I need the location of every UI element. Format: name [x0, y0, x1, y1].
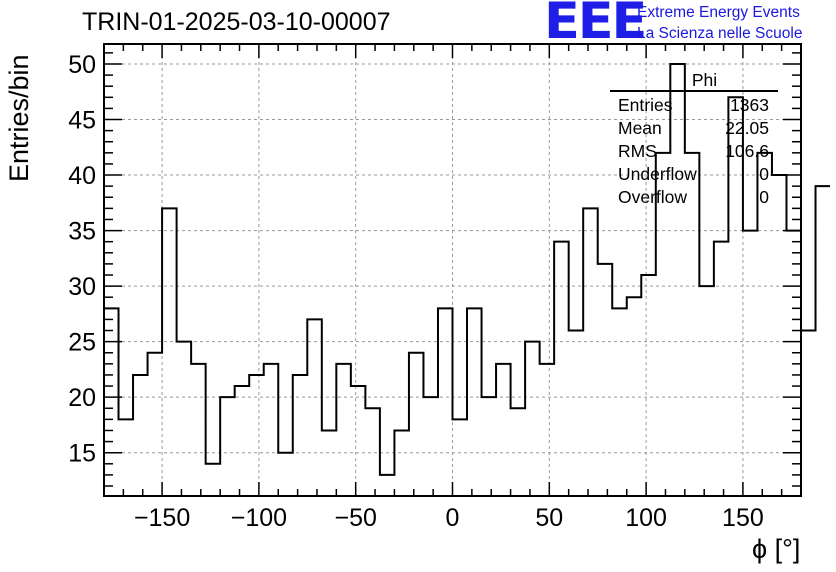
histogram-bin [249, 375, 264, 496]
brand-line-2: La Scienza nelle Scuole [637, 25, 803, 42]
histogram-bin [438, 308, 453, 496]
histogram-bin [612, 308, 627, 496]
y-tick-label: 45 [68, 107, 96, 135]
stats-label: RMS [618, 141, 657, 161]
histogram-bin [191, 364, 206, 496]
histogram-bin [351, 386, 366, 496]
histogram-bin [569, 331, 584, 496]
y-tick-label: 15 [68, 440, 96, 468]
histogram-bin [293, 375, 308, 496]
stats-divider [610, 90, 778, 92]
stats-label: Overflow [618, 187, 688, 207]
histogram-bin [394, 430, 409, 496]
brand-line-1: Extreme Energy Events [637, 4, 800, 21]
histogram-bin [177, 342, 192, 496]
stats-label: Entries [618, 95, 673, 115]
stats-label: Underflow [618, 164, 697, 184]
x-tick-label: −150 [134, 504, 190, 532]
axis-ticks [103, 44, 802, 496]
stats-row: Entries 1363 [612, 94, 777, 117]
y-tick-label: 20 [68, 384, 96, 412]
y-tick-labels: 15 20 25 30 35 40 45 50 [68, 51, 96, 468]
histogram-bin [264, 364, 279, 496]
plot-frame [103, 43, 802, 497]
y-axis-label: Entries/bin [4, 54, 34, 182]
y-tick-label: 35 [68, 218, 96, 246]
histogram-bin [278, 453, 293, 496]
histogram-bin [540, 364, 555, 496]
histogram-bin [235, 386, 250, 496]
eee-logo: EEE [544, 0, 647, 50]
x-tick-label: 0 [446, 504, 460, 532]
histogram-bin [409, 353, 424, 496]
stats-row: RMS 106.6 [612, 140, 777, 163]
stats-box: Phi Entries 1363 Mean 22.05 RMS 106.6 Underflo… [610, 70, 778, 209]
histogram-bin [772, 175, 787, 496]
histogram-bin [307, 319, 322, 496]
histogram-bin [714, 242, 729, 496]
histogram-bin [336, 364, 351, 496]
histogram-bin [365, 408, 380, 496]
histogram-bin [699, 286, 714, 496]
histogram-outline [104, 62, 831, 476]
stats-value: 0 [759, 164, 769, 184]
stats-value: 1363 [730, 95, 769, 115]
stats-row: Overflow 0 [612, 186, 777, 209]
y-tick-label: 30 [68, 273, 96, 301]
histogram-bin [554, 242, 569, 496]
stats-row: Underflow 0 [612, 163, 777, 186]
x-tick-label: −50 [334, 504, 376, 532]
y-tick-label: 25 [68, 329, 96, 357]
histogram-bin [206, 464, 221, 496]
histogram-bin [119, 419, 134, 496]
histogram-bin [133, 375, 148, 496]
histogram-bin [322, 430, 337, 496]
histogram-bin [627, 297, 642, 496]
histogram-bin [525, 342, 540, 496]
x-tick-label: 100 [625, 504, 667, 532]
stats-value: 0 [759, 187, 769, 207]
histogram-bin [467, 308, 482, 496]
histogram-bin [220, 397, 235, 496]
stats-label: Mean [618, 118, 662, 138]
histogram-bin [801, 331, 816, 496]
run-title: TRIN-01-2025-03-10-00007 [82, 8, 391, 36]
stats-value: 106.6 [725, 141, 769, 161]
stats-value: 22.05 [725, 118, 769, 138]
y-tick-label: 50 [68, 51, 96, 79]
histogram-bin [482, 397, 497, 496]
x-tick-labels: −150 −100 −50 0 50 100 150 [134, 504, 764, 532]
x-tick-label: 50 [535, 504, 563, 532]
histogram-bin [511, 408, 526, 496]
x-tick-label: 150 [722, 504, 764, 532]
histogram-bin [816, 186, 831, 496]
histogram-bin [598, 264, 613, 496]
stats-row: Mean 22.05 [612, 117, 777, 140]
y-tick-label: 40 [68, 162, 96, 190]
histogram-bin [423, 397, 438, 496]
histogram-bin [641, 275, 656, 496]
histogram-bin [453, 419, 468, 496]
histogram-bin [743, 231, 758, 496]
x-axis-label: ϕ [°] [752, 534, 801, 564]
x-tick-label: −100 [231, 504, 287, 532]
histogram-bin [104, 308, 119, 496]
stats-title: Phi [691, 70, 718, 90]
histogram-bin [496, 364, 511, 496]
histogram-bin [148, 353, 163, 496]
histogram-bin [380, 475, 395, 496]
